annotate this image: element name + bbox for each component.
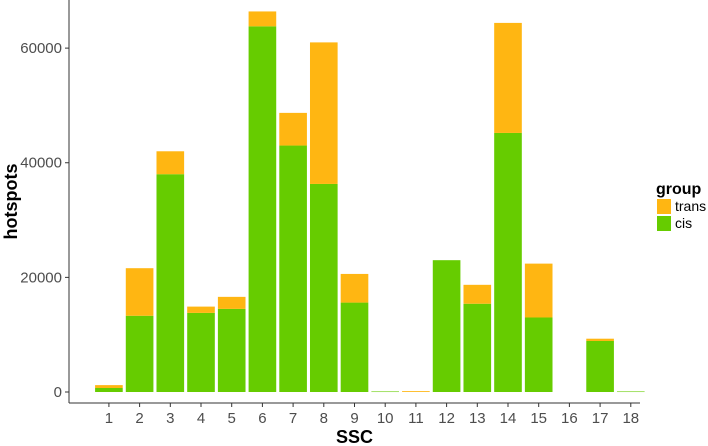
- x-axis-ticks: 1 2 3 4 5 6 7 8 9 10 11 12 13 14 15 16 17 18: [105, 403, 639, 427]
- bar-trans-8: [309, 42, 338, 184]
- bar-cis-14: [494, 132, 522, 392]
- bar-cis-1: [95, 387, 123, 392]
- legend-label-trans: trans: [675, 198, 706, 214]
- bar-trans-1: [95, 385, 123, 388]
- x-tick-label: 7: [289, 410, 297, 427]
- bar-cis-13: [463, 303, 492, 392]
- bar-trans-11: [402, 391, 430, 392]
- x-tick-label: 2: [135, 410, 143, 427]
- bar-trans-9: [340, 273, 369, 303]
- bar-cis-8: [309, 183, 338, 392]
- bar-cis-5: [217, 308, 246, 392]
- x-tick-label: 16: [561, 410, 578, 427]
- bar-cis-2: [125, 315, 154, 392]
- x-tick-label: 8: [320, 410, 328, 427]
- bar-cis-15: [524, 317, 553, 392]
- bar-trans-17: [586, 338, 614, 341]
- y-tick-label: 40000: [20, 155, 62, 172]
- x-tick-label: 3: [166, 410, 174, 427]
- y-axis-ticks: 0 20000 40000 60000: [20, 40, 69, 401]
- bar-cis-10: [371, 391, 400, 393]
- y-tick-label: 20000: [20, 269, 62, 286]
- bar-cis-3: [156, 174, 185, 392]
- x-tick-label: 6: [258, 410, 266, 427]
- bar-cis-4: [187, 312, 215, 392]
- x-tick-label: 4: [197, 410, 205, 427]
- bar-trans-3: [156, 151, 185, 175]
- bar-cis-18: [616, 391, 645, 393]
- x-tick-label: 1: [105, 410, 113, 427]
- x-tick-label: 13: [469, 410, 486, 427]
- y-tick-label: 60000: [20, 40, 62, 57]
- x-tick-label: 15: [530, 410, 547, 427]
- y-tick-label: 0: [54, 384, 62, 401]
- x-tick-label: 12: [438, 410, 455, 427]
- x-tick-label: 17: [592, 410, 609, 427]
- x-tick-label: 14: [500, 410, 517, 427]
- bar-trans-7: [279, 112, 307, 146]
- x-axis-title: SSC: [336, 427, 373, 446]
- bar-trans-2: [125, 268, 154, 316]
- x-tick-label: 11: [408, 410, 424, 427]
- bar-cis-17: [586, 340, 614, 392]
- legend-title: group: [656, 181, 702, 198]
- bar-trans-5: [217, 296, 246, 309]
- x-tick-label: 5: [228, 410, 236, 427]
- bar-cis-6: [248, 26, 277, 393]
- x-tick-label: 9: [350, 410, 358, 427]
- legend-label-cis: cis: [675, 215, 692, 231]
- bar-cis-9: [340, 302, 369, 392]
- x-tick-label: 10: [377, 410, 394, 427]
- bars-layer: [95, 11, 645, 393]
- bar-trans-4: [187, 306, 215, 313]
- bar-trans-13: [463, 284, 492, 304]
- bar-cis-7: [279, 145, 307, 392]
- x-tick-label: 18: [622, 410, 639, 427]
- bar-trans-14: [494, 22, 522, 133]
- y-axis-title: hotspots: [1, 164, 21, 240]
- bar-trans-6: [248, 11, 277, 27]
- legend-key-trans: [657, 199, 671, 214]
- legend: group trans cis: [656, 181, 706, 231]
- bar-cis-12: [432, 260, 461, 392]
- legend-key-cis: [657, 216, 671, 231]
- bar-trans-15: [524, 263, 553, 318]
